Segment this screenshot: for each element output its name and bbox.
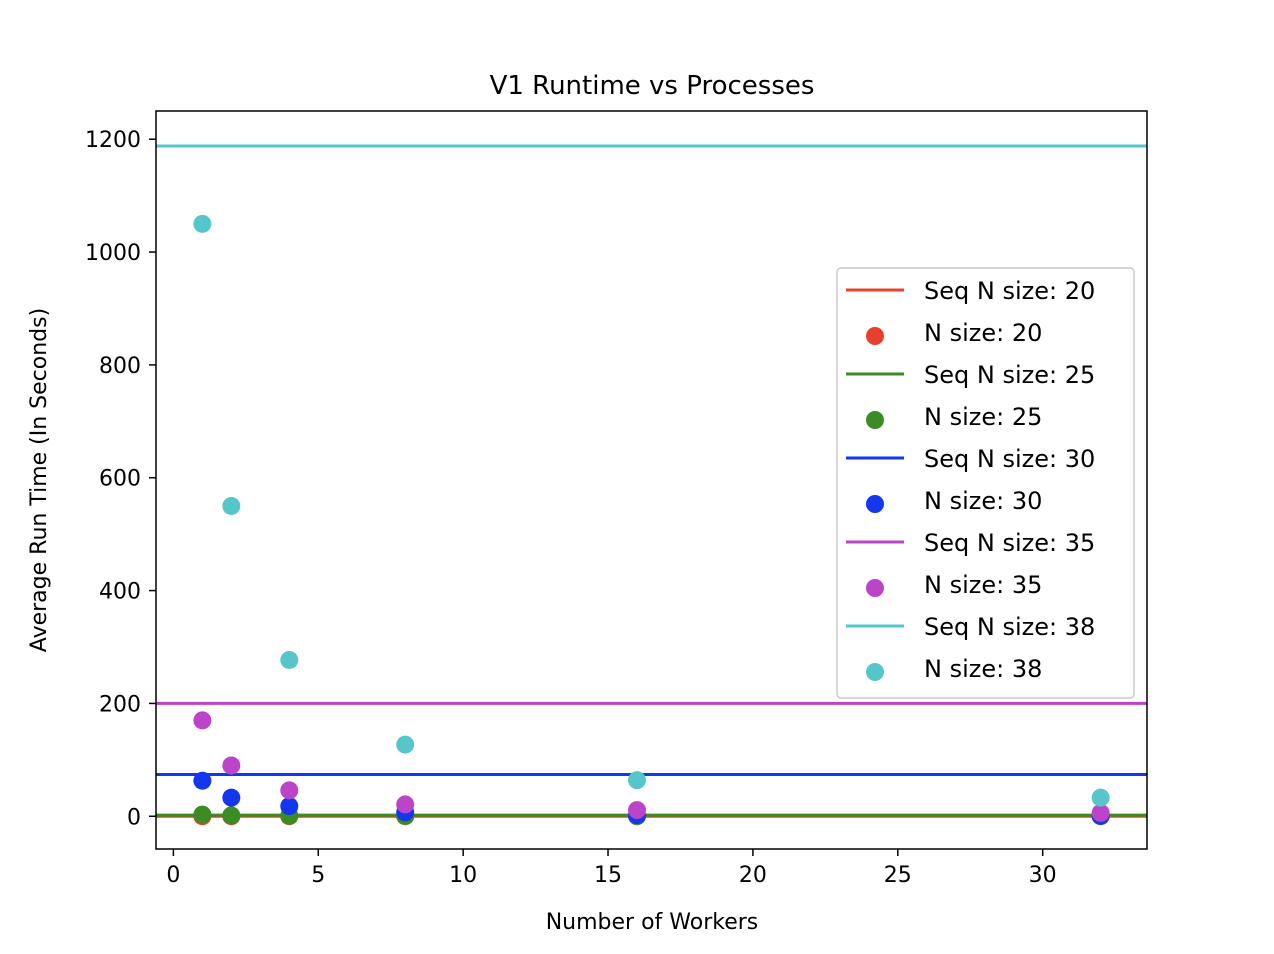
x-tick-label-6: 25 [884,863,912,888]
legend-label-points-4: N size: 35 [924,571,1042,599]
point-s5-4 [396,735,415,754]
point-s4-3 [280,781,299,800]
legend-label-seq-3: Seq N size: 30 [924,445,1095,473]
legend-marker-3 [866,495,884,513]
y-axis-label: Average Run Time (In Seconds) [27,308,52,652]
point-s5-2 [222,496,241,515]
point-s3-1 [193,771,212,790]
point-s5-6 [1091,788,1110,807]
point-s4-1 [193,711,212,730]
x-axis-label: Number of Workers [546,910,759,935]
legend-marker-2 [866,411,884,429]
legend-label-points-1: N size: 20 [924,319,1042,347]
y-tick-label-6: 1000 [85,241,141,266]
legend-marker-4 [866,579,884,597]
legend-label-points-2: N size: 25 [924,403,1042,431]
x-tick-label-4: 15 [594,863,622,888]
point-s3-2 [222,788,241,807]
y-tick-label-7: 1200 [85,128,141,153]
legend-label-seq-1: Seq N size: 20 [924,277,1095,305]
legend-marker-1 [866,327,884,345]
point-s4-5 [628,801,647,820]
x-tick-label-1: 0 [166,863,180,888]
legend-box [836,267,1135,699]
x-tick-label-7: 30 [1029,863,1057,888]
y-tick-label-1: 0 [127,805,141,830]
x-tick-label-2: 5 [311,863,325,888]
plot-area [156,144,1147,826]
axes: 0 5 10 15 20 25 30 0 200 400 600 800 1000 1200 [85,110,1148,888]
point-s3-3 [280,797,299,816]
point-s5-1 [193,214,212,233]
point-s4-2 [222,756,241,775]
legend: Seq N size: 20 N size: 20 Seq N size: 25 N … [836,267,1135,699]
point-s2-1 [193,805,212,824]
x-tick-label-5: 20 [739,863,767,888]
legend-label-points-5: N size: 38 [924,655,1042,683]
point-s5-5 [628,771,647,790]
y-tick-label-3: 400 [99,580,141,605]
plot-frame [155,110,1148,850]
legend-label-seq-2: Seq N size: 25 [924,361,1095,389]
y-tick-label-5: 800 [99,354,141,379]
legend-label-seq-4: Seq N size: 35 [924,529,1095,557]
point-s4-6 [1091,803,1110,822]
point-s5-3 [280,650,299,669]
point-s2-2 [222,806,241,825]
y-tick-label-2: 200 [99,692,141,717]
y-tick-label-4: 600 [99,467,141,492]
x-tick-label-3: 10 [449,863,477,888]
chart-title: V1 Runtime vs Processes [490,71,815,101]
legend-label-points-3: N size: 30 [924,487,1042,515]
legend-label-seq-5: Seq N size: 38 [924,613,1095,641]
point-s4-4 [396,795,415,814]
legend-marker-5 [866,663,884,681]
